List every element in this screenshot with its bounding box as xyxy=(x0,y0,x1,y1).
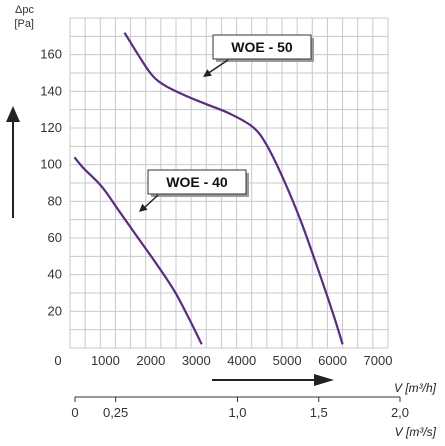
callout-arrow-head xyxy=(203,69,212,77)
callout-woe-40: WOE - 40 xyxy=(139,169,249,212)
callout-box xyxy=(212,34,312,60)
callout-label: WOE - 50 xyxy=(231,39,293,55)
y-axis-unit: [Pa] xyxy=(14,18,34,30)
y-tick-label: 40 xyxy=(48,267,62,282)
x-direction-arrow xyxy=(212,374,334,386)
callout-woe-50: WOE - 50 xyxy=(203,34,314,77)
y-tick-label: 100 xyxy=(40,157,62,172)
x-tick-label-m3h: 1000 xyxy=(91,353,120,368)
y-tick-label: 160 xyxy=(40,47,62,62)
x-tick-label-m3h: 6000 xyxy=(318,353,347,368)
x-tick-label-m3s: 0 xyxy=(71,405,78,420)
callout-arrow-line xyxy=(142,194,159,210)
y-tick-label: 140 xyxy=(40,83,62,98)
y-axis-label: Δpc xyxy=(15,4,34,16)
callout-arrow-head xyxy=(139,203,148,212)
x-tick-label-m3h: 5000 xyxy=(273,353,302,368)
callouts: WOE - 50 WOE - 40 xyxy=(139,34,314,212)
callout-arrow-line xyxy=(206,59,229,75)
callout-label: WOE - 40 xyxy=(166,174,228,190)
x-axis-label-m3s: V [m³/s] xyxy=(395,425,437,439)
curves xyxy=(73,32,344,345)
y-tick-label: 20 xyxy=(48,303,62,318)
x-tick-label-m3h: 4000 xyxy=(227,353,256,368)
x-tick-label-m3h: 2000 xyxy=(136,353,165,368)
curve-woe-40 xyxy=(73,156,203,345)
x-tick-labels-m3s: 0 0,25 1,0 1,5 2,0 xyxy=(71,397,409,420)
x-tick-label-m3h: 3000 xyxy=(182,353,211,368)
x-tick-label-m3s: 1,0 xyxy=(228,405,246,420)
x-tick-labels-m3h: 0 1000 2000 3000 4000 5000 6000 7000 xyxy=(54,353,392,368)
x-tick-label-m3h: 0 xyxy=(54,353,61,368)
y-tick-labels: 20 40 60 80 100 120 140 160 xyxy=(40,47,62,319)
x-tick-label-m3h: 7000 xyxy=(364,353,393,368)
y-direction-arrow xyxy=(6,106,20,218)
x-tick-label-m3s: 2,0 xyxy=(391,405,409,420)
x-tick-label-m3s: 1,5 xyxy=(310,405,328,420)
curve-woe-50 xyxy=(123,32,344,345)
callout-box xyxy=(147,169,247,195)
y-tick-label: 60 xyxy=(48,230,62,245)
x-tick-label-m3s: 0,25 xyxy=(103,405,128,420)
x-axis-label-m3h: V [m³/h] xyxy=(394,381,437,395)
y-tick-label: 120 xyxy=(40,120,62,135)
grid xyxy=(69,17,389,349)
y-tick-label: 80 xyxy=(48,193,62,208)
